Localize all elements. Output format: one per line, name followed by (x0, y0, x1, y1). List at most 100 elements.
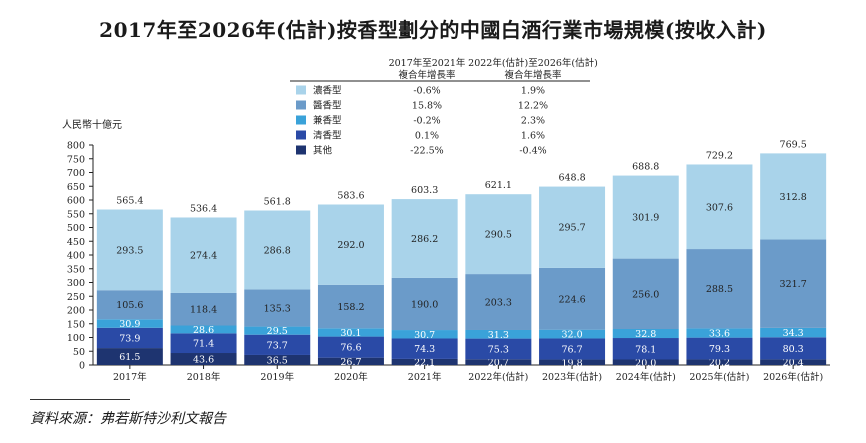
data-label: 30.7 (414, 330, 435, 341)
legend-cagr-2017-2021: 0.1% (415, 131, 439, 142)
chart-title: 2017年至2026年(估計)按香型劃分的中國白酒行業市場規模(按收入計) (99, 18, 767, 42)
y-tick-label: 700 (67, 168, 85, 179)
y-axis-label: 人民幣十億元 (62, 118, 122, 131)
data-label: 312.8 (780, 192, 807, 203)
bar-segment (170, 333, 237, 354)
bar-segment (686, 337, 753, 360)
data-label: 78.1 (635, 344, 656, 355)
data-label: 288.5 (706, 284, 733, 295)
legend-cagr-2022-2026: 1.9% (521, 86, 545, 97)
data-label: 274.4 (190, 251, 217, 262)
data-label: 158.2 (337, 302, 364, 313)
source-divider (30, 399, 130, 400)
bar-segment (760, 327, 827, 338)
y-tick-label: 400 (67, 251, 85, 262)
bar-segment (244, 334, 311, 355)
y-tick-label: 0 (79, 361, 85, 372)
legend-cagr-2017-2021: -22.5% (410, 146, 443, 157)
legend-swatch (296, 85, 306, 95)
legend-cagr-2022-2026: 12.2% (518, 101, 548, 112)
bar-segment (317, 328, 384, 337)
y-tick-label: 250 (67, 292, 85, 303)
data-label: 118.4 (190, 305, 217, 316)
bar-segment (391, 330, 458, 339)
data-label: 33.6 (709, 329, 730, 340)
bar-segment (760, 359, 827, 365)
bar-segment (96, 327, 163, 349)
data-label: 20.2 (709, 358, 730, 369)
bar-segment (760, 337, 827, 360)
data-label: 73.9 (119, 333, 140, 344)
data-label: 190.0 (411, 299, 438, 310)
bar-segment (612, 359, 679, 365)
legend-swatch (296, 100, 306, 110)
legend-label: 兼香型 (313, 115, 342, 127)
data-label: 292.0 (337, 240, 364, 251)
data-label: 135.3 (264, 303, 291, 314)
bar-segment (465, 338, 532, 360)
data-label: 30.9 (119, 319, 140, 330)
data-label: 22.1 (414, 357, 435, 368)
bar-segment (612, 338, 679, 360)
data-label: 295.7 (558, 223, 585, 234)
bar-segment (170, 217, 237, 293)
x-tick-label: 2025年(估計) (689, 371, 749, 383)
legend-swatch (296, 115, 306, 125)
total-label: 648.8 (558, 173, 585, 184)
source-note: 資料來源：弗若斯特沙利文報告 (30, 411, 226, 427)
bar-segment (539, 267, 606, 330)
legend-label: 其他 (313, 145, 333, 157)
bar-segment (96, 209, 163, 291)
y-tick-label: 550 (67, 209, 85, 220)
data-label: 34.3 (783, 328, 804, 339)
data-label: 290.5 (485, 230, 512, 241)
bar-segment (760, 239, 827, 328)
legend-cagr-2017-2021: -0.6% (413, 86, 440, 97)
y-tick-label: 50 (73, 347, 85, 358)
y-tick-label: 100 (67, 333, 85, 344)
legend-swatch (296, 130, 306, 140)
data-label: 28.6 (193, 325, 214, 336)
x-tick-label: 2024年(估計) (616, 371, 676, 383)
bar-segment (317, 336, 384, 358)
y-tick-label: 350 (67, 264, 85, 275)
bar-segment (539, 338, 606, 360)
data-label: 36.5 (267, 355, 288, 366)
total-label: 565.4 (116, 196, 143, 207)
data-label: 73.7 (267, 340, 288, 351)
data-label: 286.2 (411, 234, 438, 245)
bar-segment (170, 353, 237, 365)
bar-segment (686, 249, 753, 329)
bar-segment (317, 357, 384, 365)
legend-label: 醬香型 (313, 100, 342, 112)
bar-segment (317, 284, 384, 329)
data-label: 20.4 (783, 358, 804, 369)
y-tick-label: 600 (67, 196, 85, 207)
data-label: 76.6 (340, 343, 361, 354)
y-tick-label: 650 (67, 182, 85, 193)
y-tick-label: 200 (67, 306, 85, 317)
bar-segment (170, 325, 237, 334)
data-label: 19.8 (561, 358, 582, 369)
data-label: 256.0 (632, 289, 659, 300)
x-tick-label: 2018年 (187, 371, 221, 383)
bar-segment (612, 175, 679, 259)
bar-segment (391, 199, 458, 278)
x-tick-label: 2023年(估計) (542, 371, 602, 383)
bar-segment (686, 359, 753, 365)
total-label: 583.6 (337, 191, 364, 202)
data-label: 71.4 (193, 339, 214, 350)
bar-segment (539, 359, 606, 365)
bar-segment (244, 326, 311, 335)
data-label: 26.7 (340, 357, 361, 368)
bar-segment (465, 194, 532, 275)
data-label: 105.6 (116, 300, 143, 311)
x-tick-label: 2020年 (334, 371, 368, 383)
total-label: 621.1 (485, 180, 512, 191)
bar-segment (686, 328, 753, 338)
data-label: 293.5 (116, 245, 143, 256)
data-label: 75.3 (488, 344, 509, 355)
total-label: 729.2 (706, 150, 733, 161)
total-label: 688.8 (632, 162, 659, 173)
legend-col-header: 2022年(估計)至2026年(估計)複合年增長率 (468, 57, 598, 81)
